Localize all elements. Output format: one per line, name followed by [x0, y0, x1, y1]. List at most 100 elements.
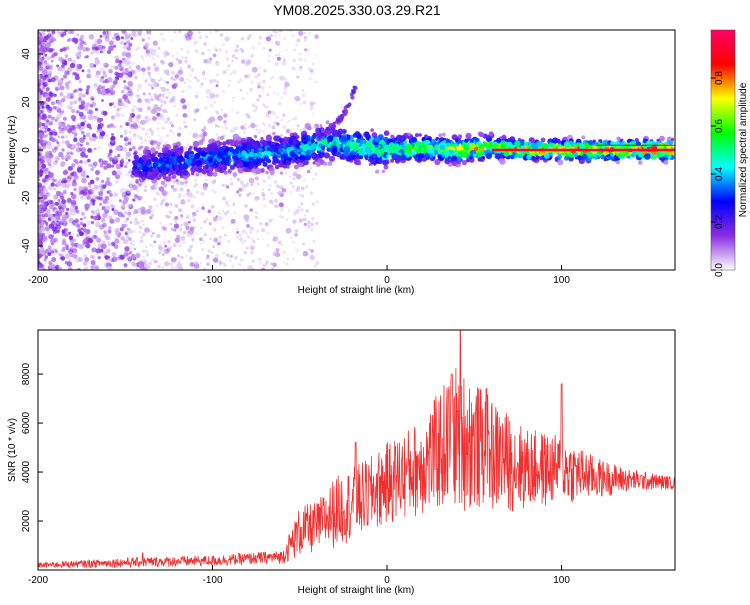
noise-dot — [120, 158, 124, 162]
faint-dot — [292, 96, 295, 99]
noise-dot — [54, 86, 58, 89]
faint-dot — [215, 48, 219, 52]
faint-dot — [155, 203, 160, 208]
ridge-dot — [478, 131, 484, 138]
faint-dot — [129, 120, 134, 124]
noise-dot — [123, 42, 127, 46]
ridge-dot — [272, 131, 276, 136]
faint-dot — [296, 75, 300, 79]
noise-dot — [303, 222, 307, 226]
faint-dot — [152, 197, 157, 202]
faint-dot — [201, 204, 205, 208]
faint-dot — [211, 188, 215, 192]
ridge-dot — [305, 137, 311, 142]
noise-dot — [45, 208, 51, 214]
ridge-dot — [452, 134, 457, 140]
noise-dot — [201, 71, 206, 76]
faint-dot — [133, 75, 138, 80]
faint-dot — [248, 125, 251, 129]
faint-dot — [143, 260, 147, 264]
ridge-dot — [667, 136, 672, 141]
noise-dot — [102, 31, 107, 35]
faint-dot — [128, 130, 132, 134]
faint-dot — [136, 134, 141, 139]
noise-dot — [121, 51, 127, 57]
noise-dot — [55, 220, 61, 226]
faint-dot — [142, 256, 145, 259]
noise-dot — [111, 102, 115, 106]
noise-dot — [64, 253, 71, 259]
noise-dot — [86, 220, 92, 226]
ridge-dot — [188, 153, 195, 160]
faint-dot — [163, 118, 166, 121]
faint-dot — [130, 108, 135, 113]
noise-dot — [46, 157, 52, 164]
noise-dot — [40, 30, 46, 33]
ridge-dot — [442, 154, 446, 158]
noise-dot — [52, 248, 59, 254]
faint-dot — [258, 81, 263, 86]
faint-dot — [144, 185, 148, 189]
ridge-dot — [158, 174, 162, 178]
noise-dot — [50, 116, 56, 121]
noise-dot — [100, 89, 107, 96]
ridge-dot — [319, 124, 323, 128]
noise-dot — [106, 77, 113, 83]
noise-dot — [42, 130, 47, 134]
noise-dot — [119, 163, 124, 167]
noise-dot — [84, 154, 89, 158]
noise-dot — [59, 58, 65, 64]
noise-dot — [119, 188, 126, 194]
noise-dot — [94, 230, 98, 234]
faint-dot — [138, 125, 141, 128]
ridge-dot — [663, 160, 669, 165]
noise-dot — [77, 124, 81, 129]
noise-dot — [224, 36, 230, 42]
noise-dot — [153, 259, 158, 264]
noise-dot — [42, 236, 48, 242]
faint-dot — [240, 264, 243, 267]
faint-dot — [125, 255, 130, 260]
faint-dot — [254, 215, 258, 219]
noise-dot — [309, 255, 315, 260]
faint-dot — [274, 62, 279, 66]
faint-dot — [217, 211, 221, 215]
noise-dot — [161, 190, 167, 196]
faint-dot — [278, 214, 282, 218]
noise-dot — [84, 203, 91, 210]
faint-dot — [187, 64, 191, 68]
noise-dot — [96, 206, 100, 210]
faint-dot — [275, 54, 278, 57]
faint-dot — [212, 79, 217, 83]
ridge-dot — [629, 151, 633, 155]
noise-dot — [125, 122, 129, 126]
faint-dot — [215, 61, 218, 64]
ridge-dot — [660, 156, 666, 161]
noise-dot — [244, 204, 248, 208]
noise-dot — [146, 66, 151, 71]
noise-dot — [53, 106, 57, 110]
faint-dot — [136, 252, 139, 255]
noise-dot — [276, 122, 280, 126]
noise-dot — [294, 95, 301, 102]
ridge-dot — [593, 143, 597, 147]
faint-dot — [255, 68, 259, 72]
ridge-dot — [165, 176, 172, 182]
faint-dot — [137, 89, 140, 92]
noise-dot — [138, 261, 145, 267]
noise-dot — [47, 114, 52, 119]
noise-dot — [50, 55, 54, 59]
faint-dot — [169, 245, 173, 249]
noise-dot — [56, 141, 60, 145]
noise-dot — [174, 74, 180, 79]
noise-dot — [295, 44, 298, 47]
faint-dot — [123, 128, 128, 133]
noise-dot — [40, 267, 45, 270]
faint-dot — [249, 226, 254, 231]
noise-dot — [107, 30, 112, 35]
noise-dot — [73, 187, 77, 192]
ridge-dot — [141, 165, 149, 172]
noise-dot — [41, 178, 47, 183]
faint-dot — [158, 251, 162, 255]
noise-dot — [137, 83, 143, 89]
